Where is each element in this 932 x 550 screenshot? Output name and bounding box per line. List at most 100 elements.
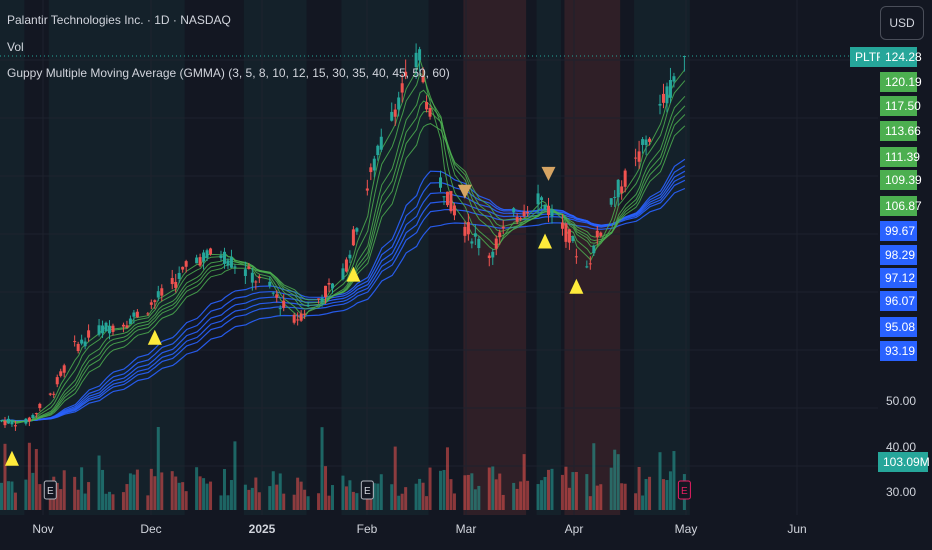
candle-body xyxy=(644,139,648,146)
time-axis-label: Apr xyxy=(564,522,584,536)
last-price-tag: 124.28 xyxy=(880,47,922,67)
candle-body xyxy=(376,145,380,156)
candle-body xyxy=(317,298,321,300)
candle-body xyxy=(452,205,456,216)
volume-bar xyxy=(592,443,596,510)
volume-bar xyxy=(564,466,568,510)
volume-bar xyxy=(38,484,42,510)
volume-bar xyxy=(418,478,422,510)
candle-body xyxy=(149,302,153,305)
candle-body xyxy=(27,417,31,422)
earnings-marker-label: E xyxy=(47,486,54,497)
candle-body xyxy=(592,245,596,254)
volume-bar xyxy=(317,493,321,510)
candle-body xyxy=(341,268,345,280)
candle-body xyxy=(571,236,575,241)
volume-bar xyxy=(135,469,139,510)
candle-body xyxy=(257,276,261,279)
candle-body xyxy=(641,139,645,145)
candle-body xyxy=(156,291,160,298)
short-ma-tag: 111.39 xyxy=(880,147,920,167)
candle-body xyxy=(195,257,199,264)
long-ma-tag: 97.12 xyxy=(880,268,917,288)
volume-tick-label: 40.00 xyxy=(886,440,917,454)
volume-bar xyxy=(574,471,578,510)
volume-bar xyxy=(268,486,272,510)
candle-body xyxy=(567,229,571,243)
volume-bar xyxy=(73,476,77,510)
volume-bar xyxy=(515,488,519,510)
volume-bar xyxy=(320,427,324,510)
volume-bar xyxy=(87,482,91,510)
candle-body xyxy=(613,196,617,198)
volume-bar xyxy=(390,484,394,510)
candle-body xyxy=(620,186,624,193)
short-ma-line xyxy=(1,89,686,423)
volume-bar xyxy=(623,483,627,510)
volume-bar xyxy=(55,482,59,510)
volume-bar xyxy=(595,485,599,510)
buy-signal-marker xyxy=(4,450,19,466)
long-ma-tag: 99.67 xyxy=(880,221,917,241)
volume-bar xyxy=(449,479,453,510)
candle-body xyxy=(13,425,17,427)
volume-bar xyxy=(149,468,153,510)
long-ma-line xyxy=(1,175,686,422)
volume-bar xyxy=(637,466,641,510)
candle-body xyxy=(327,282,331,285)
candle-body xyxy=(271,292,275,294)
time-axis-label: Nov xyxy=(32,522,54,536)
candle-body xyxy=(400,83,404,93)
candle-body xyxy=(585,266,589,268)
candle-body xyxy=(372,158,376,171)
candle-body xyxy=(609,198,613,205)
currency-button[interactable]: USD xyxy=(880,6,924,40)
volume-bar xyxy=(153,476,157,510)
candle-body xyxy=(379,136,383,150)
candle-body xyxy=(494,238,498,249)
volume-bar xyxy=(445,447,449,510)
candle-body xyxy=(202,252,206,262)
long-ma-line xyxy=(1,179,686,422)
volume-bar xyxy=(6,481,10,510)
candle-body xyxy=(3,421,7,426)
short-ma-line xyxy=(1,123,686,422)
time-axis-label: Feb xyxy=(356,522,378,536)
candle-body xyxy=(174,281,178,288)
volume-bar xyxy=(10,481,14,510)
candle-body xyxy=(38,403,42,409)
candle-body xyxy=(324,285,328,298)
volume-bar xyxy=(296,477,300,510)
session-band xyxy=(48,0,185,515)
volume-bar xyxy=(550,468,554,510)
session-band xyxy=(243,0,307,515)
candle-body xyxy=(442,196,446,198)
volume-bar xyxy=(341,475,345,510)
candle-body xyxy=(73,341,77,343)
candle-body xyxy=(34,413,38,415)
volume-bar xyxy=(355,493,359,510)
candle-body xyxy=(205,250,209,258)
volume-bar xyxy=(501,494,505,510)
volume-bar xyxy=(425,496,429,510)
candle-body xyxy=(445,191,449,206)
volume-bar xyxy=(376,483,380,510)
short-ma-line xyxy=(1,72,686,424)
long-ma-tag: 93.19 xyxy=(880,341,917,361)
volume-bar xyxy=(644,479,648,510)
short-ma-tag: 109.39 xyxy=(880,170,922,190)
volume-bar xyxy=(648,476,652,510)
volume-bar xyxy=(174,476,178,510)
volume-bar xyxy=(83,493,87,510)
candle-body xyxy=(501,226,505,229)
volume-bar xyxy=(571,472,575,510)
buy-signal-marker xyxy=(569,278,584,294)
volume-bar xyxy=(76,489,80,510)
candle-body xyxy=(418,49,422,61)
volume-bar xyxy=(80,467,84,510)
chart-title: Palantir Technologies Inc. · 1D · NASDAQ xyxy=(7,13,231,27)
volume-bar xyxy=(526,480,530,510)
candle-body xyxy=(449,191,453,212)
candle-body xyxy=(132,312,136,317)
